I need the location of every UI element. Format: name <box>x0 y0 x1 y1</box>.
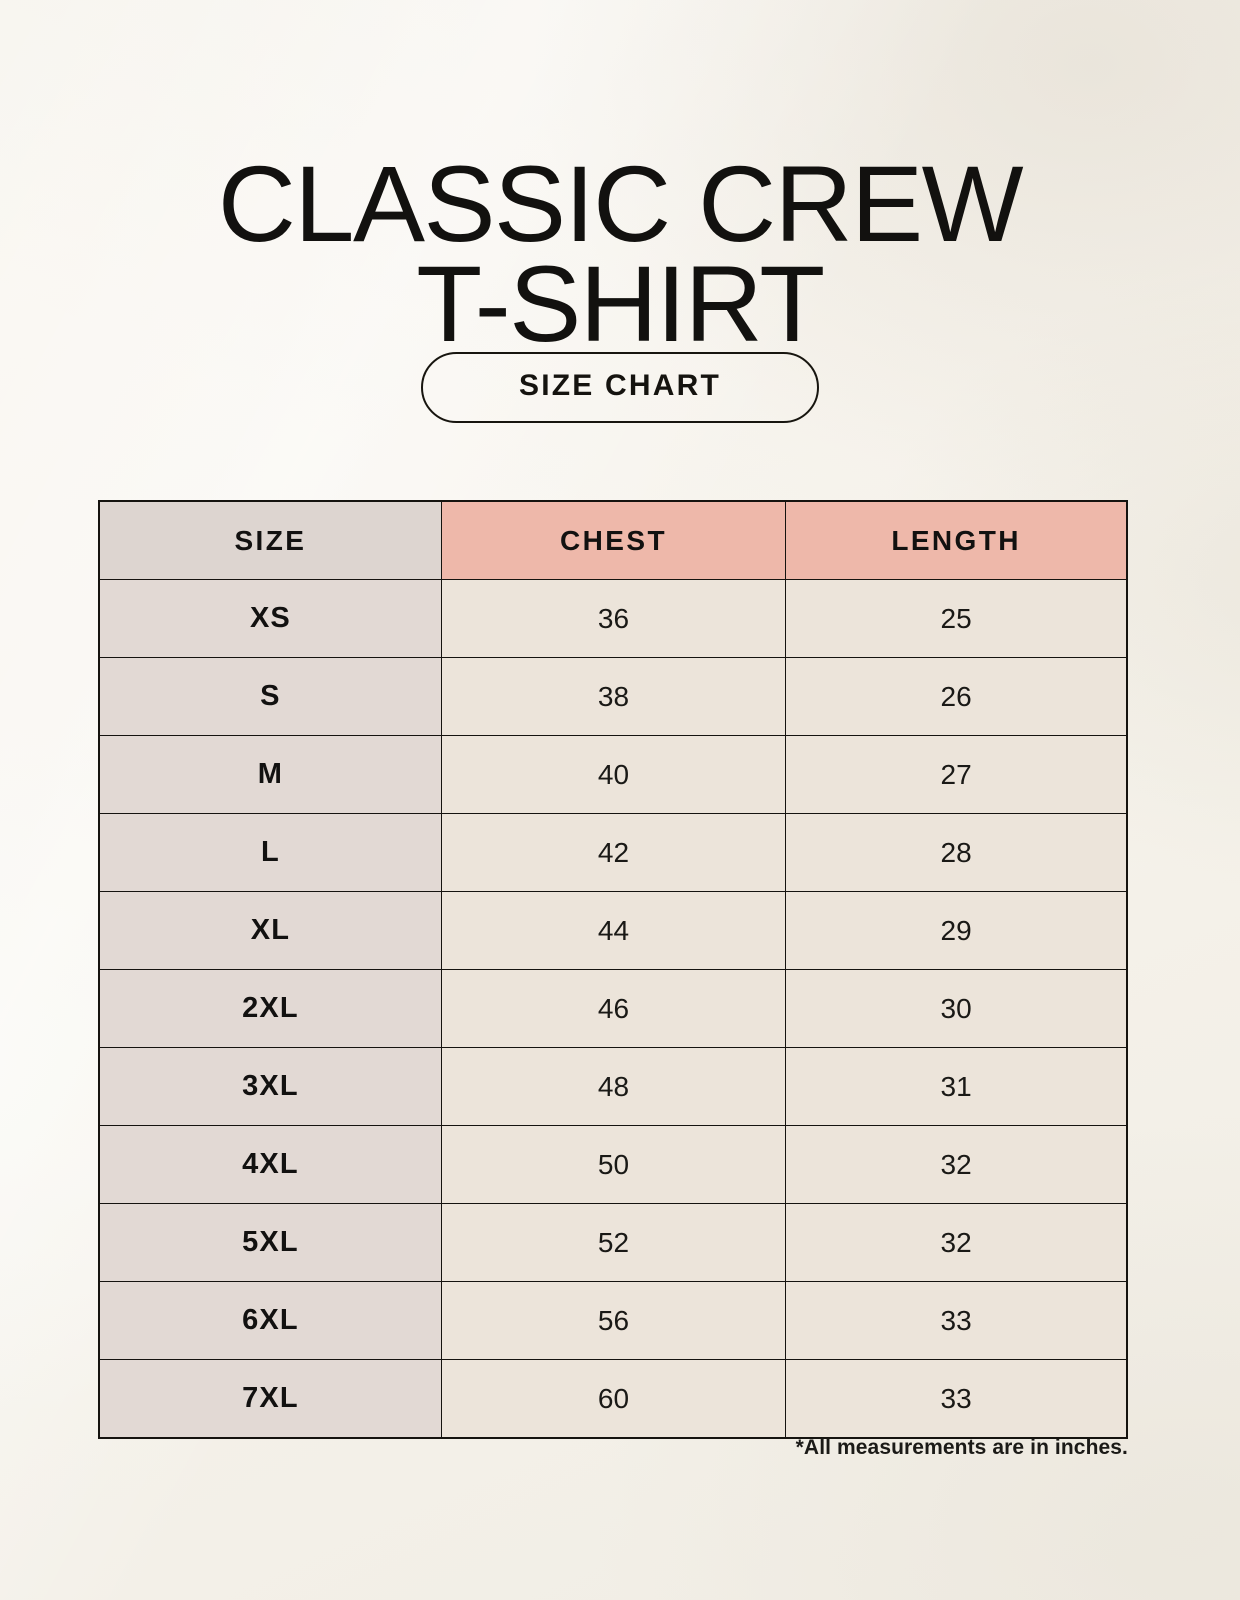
cell-length: 33 <box>785 1281 1128 1360</box>
cell-length: 28 <box>785 813 1128 892</box>
cell-size: 7XL <box>98 1359 442 1439</box>
cell-chest: 48 <box>440 1047 787 1126</box>
cell-length: 31 <box>785 1047 1128 1126</box>
cell-chest: 56 <box>440 1281 787 1360</box>
column-header-length: LENGTH <box>785 500 1128 580</box>
cell-chest: 50 <box>440 1125 787 1204</box>
cell-length: 32 <box>785 1125 1128 1204</box>
cell-size: L <box>98 813 442 892</box>
cell-chest: 52 <box>440 1203 787 1282</box>
table-row: XS 36 25 <box>98 579 1128 658</box>
cell-size: M <box>98 735 442 814</box>
cell-size: 3XL <box>98 1047 442 1126</box>
size-chart-badge-container: SIZE CHART <box>0 352 1240 423</box>
size-chart-badge: SIZE CHART <box>421 352 819 423</box>
cell-length: 32 <box>785 1203 1128 1282</box>
table-header-row: SIZE CHEST LENGTH <box>98 500 1128 580</box>
table-header: SIZE CHEST LENGTH <box>98 500 1128 580</box>
size-chart-table: SIZE CHEST LENGTH XS 36 25 S 38 26 M <box>98 500 1128 1439</box>
cell-chest: 42 <box>440 813 787 892</box>
table-row: 6XL 56 33 <box>98 1281 1128 1360</box>
cell-length: 27 <box>785 735 1128 814</box>
table-body: XS 36 25 S 38 26 M 40 27 L 42 28 <box>98 579 1128 1439</box>
cell-chest: 44 <box>440 891 787 970</box>
cell-chest: 36 <box>440 579 787 658</box>
table-row: S 38 26 <box>98 657 1128 736</box>
table-row: XL 44 29 <box>98 891 1128 970</box>
cell-size: 2XL <box>98 969 442 1048</box>
column-header-chest: CHEST <box>440 500 787 580</box>
cell-length: 30 <box>785 969 1128 1048</box>
table-row: 7XL 60 33 <box>98 1359 1128 1439</box>
cell-chest: 38 <box>440 657 787 736</box>
cell-length: 26 <box>785 657 1128 736</box>
cell-length: 29 <box>785 891 1128 970</box>
page-title: CLASSIC CREW T-SHIRT <box>217 143 1024 364</box>
cell-length: 33 <box>785 1359 1128 1439</box>
cell-size: 6XL <box>98 1281 442 1360</box>
table-row: 4XL 50 32 <box>98 1125 1128 1204</box>
cell-size: XL <box>98 891 442 970</box>
table-row: 2XL 46 30 <box>98 969 1128 1048</box>
cell-size: XS <box>98 579 442 658</box>
size-table-container: SIZE CHEST LENGTH XS 36 25 S 38 26 M <box>98 500 1128 1439</box>
table-row: 5XL 52 32 <box>98 1203 1128 1282</box>
cell-length: 25 <box>785 579 1128 658</box>
table-row: 3XL 48 31 <box>98 1047 1128 1126</box>
measurement-footnote: *All measurements are in inches. <box>795 1436 1128 1459</box>
cell-size: 5XL <box>98 1203 442 1282</box>
column-header-size: SIZE <box>98 500 442 580</box>
table-row: L 42 28 <box>98 813 1128 892</box>
cell-chest: 60 <box>440 1359 787 1439</box>
cell-size: 4XL <box>98 1125 442 1204</box>
cell-size: S <box>98 657 442 736</box>
table-row: M 40 27 <box>98 735 1128 814</box>
cell-chest: 46 <box>440 969 787 1048</box>
cell-chest: 40 <box>440 735 787 814</box>
